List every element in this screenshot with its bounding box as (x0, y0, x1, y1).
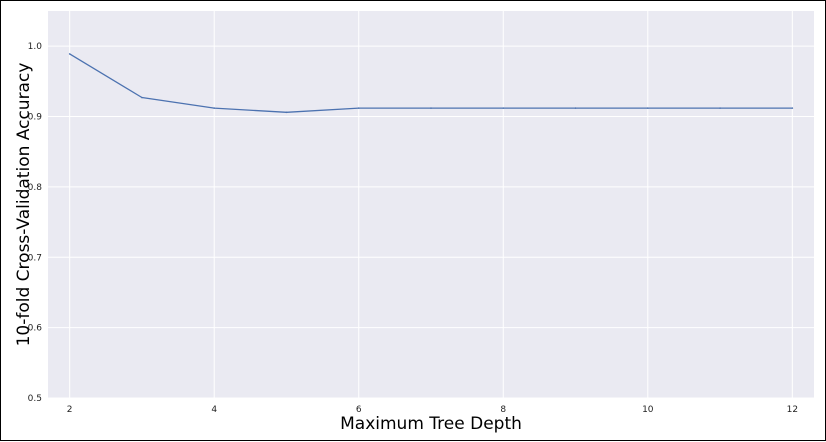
data-point (430, 107, 432, 109)
x-tick-label: 8 (500, 405, 506, 415)
y-tick-label: 0.7 (28, 253, 42, 263)
x-tick-label: 4 (211, 405, 217, 415)
data-point (285, 111, 288, 114)
grid-lines (48, 11, 814, 399)
y-tick-label: 0.9 (28, 113, 43, 123)
x-tick-labels: 2 4 6 8 10 12 (67, 405, 798, 415)
x-axis-label: Maximum Tree Depth (340, 414, 522, 434)
data-point (68, 53, 71, 55)
series-layer (68, 53, 794, 114)
data-point (213, 107, 216, 109)
y-tick-label: 0.8 (28, 183, 43, 193)
y-axis-label: 10-fold Cross-Validation Accuracy (14, 63, 34, 347)
data-point (574, 107, 577, 109)
x-tick-label: 6 (356, 405, 362, 415)
data-point (502, 107, 505, 109)
x-tick-label: 10 (642, 405, 654, 415)
data-point (141, 96, 143, 99)
x-tick-label: 2 (67, 405, 73, 415)
data-point (791, 107, 794, 109)
y-tick-label: 1.0 (28, 42, 43, 52)
y-tick-labels: 0.5 0.6 0.7 0.8 0.9 1.0 (28, 42, 43, 404)
x-tick-label: 12 (787, 405, 798, 415)
plot-area (48, 11, 814, 398)
data-point (719, 107, 721, 109)
data-point (646, 107, 649, 109)
y-tick-label: 0.6 (28, 324, 43, 334)
y-tick-label: 0.5 (28, 394, 42, 404)
data-point (357, 107, 360, 109)
